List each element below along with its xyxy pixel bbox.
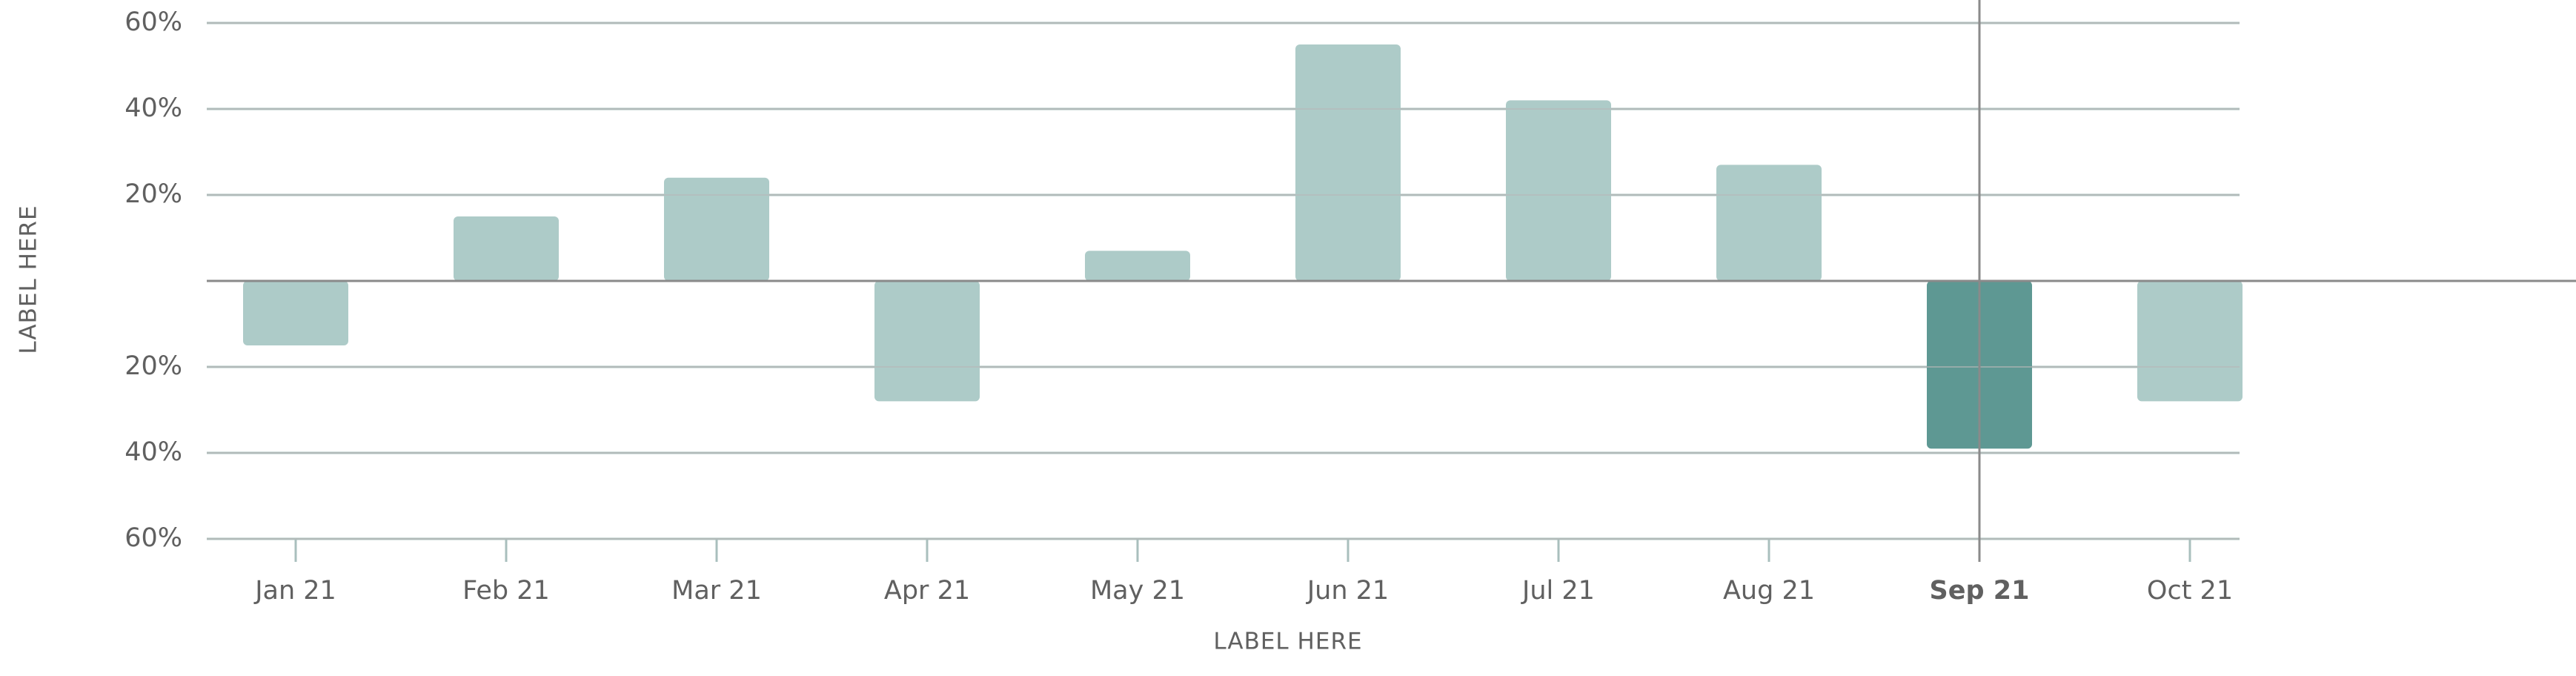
x-tick-label: May 21	[1090, 576, 1185, 606]
bar	[454, 216, 559, 281]
y-axis-title: LABEL HERE	[16, 205, 42, 354]
x-tick-label: Aug 21	[1723, 576, 1815, 606]
x-axis-title: LABEL HERE	[1213, 629, 1362, 655]
bar	[1506, 100, 1611, 281]
x-tick-label: Jul 21	[1521, 576, 1595, 606]
bar	[664, 177, 769, 281]
y-tick-label: 40%	[125, 437, 182, 467]
bar	[1085, 251, 1190, 281]
bar	[243, 281, 348, 345]
y-tick-label: 60%	[125, 7, 182, 37]
y-tick-label: 40%	[125, 93, 182, 123]
y-tick-label: 60%	[125, 523, 182, 553]
x-tick-label: Oct 21	[2147, 576, 2233, 606]
x-tick-label: Mar 21	[671, 576, 762, 606]
y-tick-label: 20%	[125, 351, 182, 381]
y-tick-label: 20%	[125, 179, 182, 209]
bar	[1716, 165, 1822, 281]
x-tick-label: Sep 21	[1930, 576, 2030, 606]
bar	[874, 281, 980, 402]
x-tick-label: Apr 21	[884, 576, 970, 606]
bar	[2137, 281, 2243, 402]
x-tick-label: Feb 21	[462, 576, 550, 606]
bar	[1295, 44, 1401, 281]
x-tick-label: Jan 21	[253, 576, 336, 606]
x-tick-label: Jun 21	[1306, 576, 1389, 606]
